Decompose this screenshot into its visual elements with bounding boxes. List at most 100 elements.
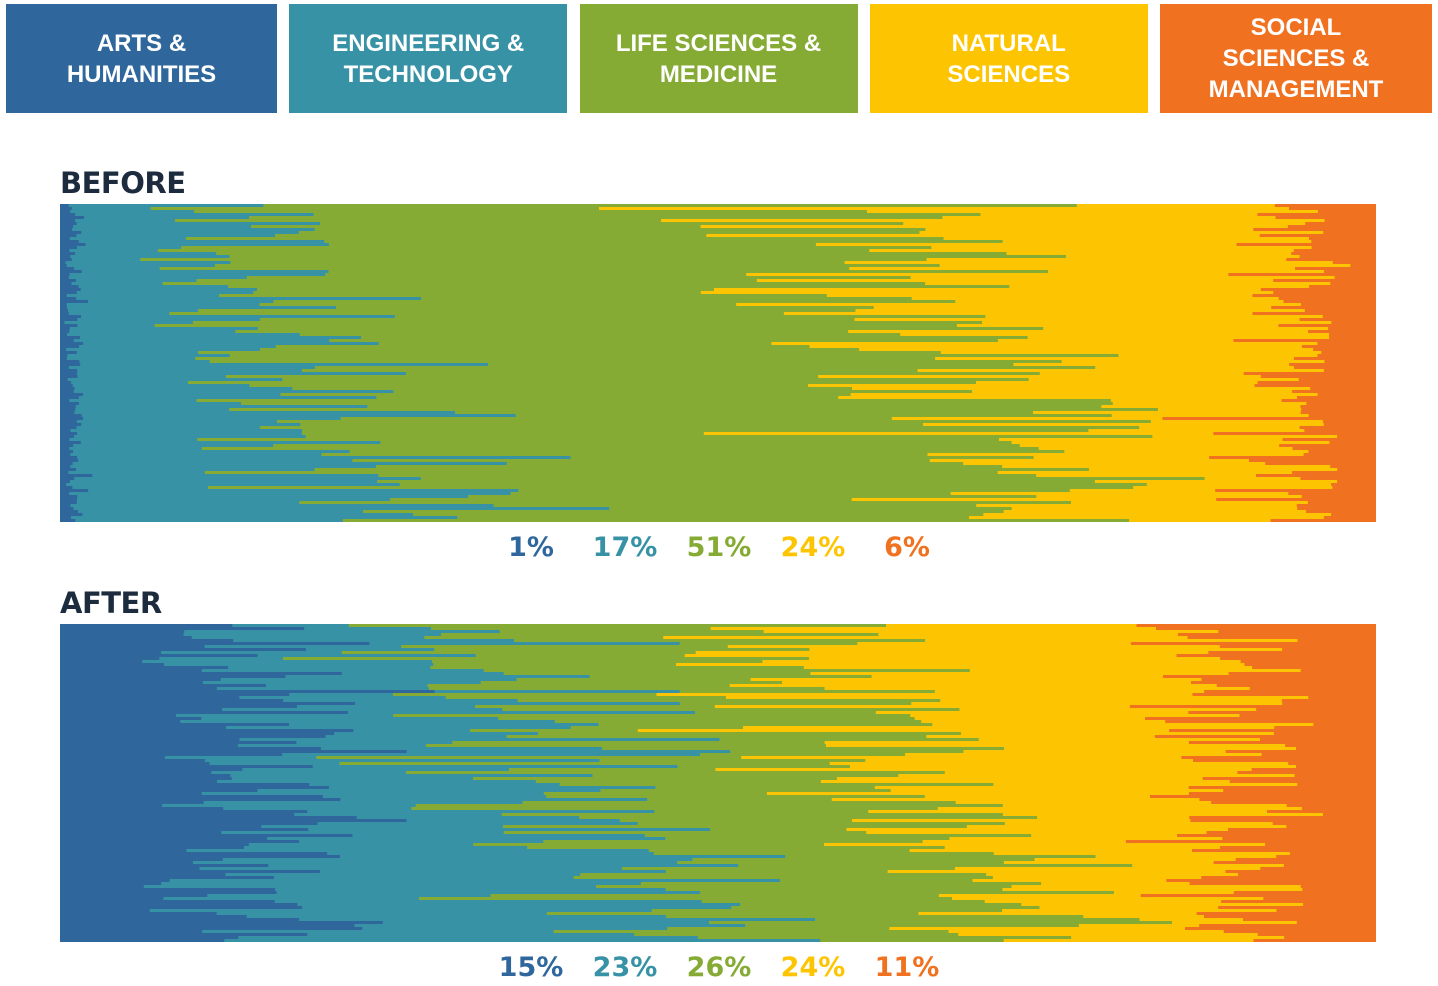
bar-segment	[430, 666, 805, 670]
bar-segment	[1283, 300, 1376, 304]
bar-segment	[848, 330, 1309, 334]
bar-segment	[77, 432, 303, 436]
bar-segment	[1041, 882, 1191, 886]
bar-segment	[846, 828, 1229, 832]
bar-segment	[1286, 804, 1376, 808]
bar-segment	[339, 855, 786, 859]
bar-segment	[999, 438, 1284, 442]
bar-segment	[1329, 336, 1376, 340]
bar-segment	[993, 783, 1298, 787]
bar-segment	[329, 339, 999, 343]
bar-segment	[76, 234, 276, 238]
bar-segment	[301, 432, 705, 436]
bar-segment	[455, 411, 1034, 415]
bar-segment	[948, 930, 1225, 934]
bar-segment	[1292, 471, 1376, 475]
bar-segment	[347, 711, 696, 715]
bar-segment	[1004, 822, 1274, 826]
bar-segment	[60, 339, 75, 343]
bar-segment	[195, 357, 936, 361]
bar-segment	[60, 333, 68, 337]
bar-segment	[60, 261, 67, 265]
bar-segment	[1219, 645, 1376, 649]
bar-segment	[66, 357, 196, 361]
bar-segment	[1216, 498, 1376, 502]
bar-segment	[874, 786, 1190, 790]
bar-segment	[60, 786, 330, 790]
bar-segment	[211, 771, 407, 775]
bar-segment	[60, 843, 250, 847]
bar-segment	[1191, 849, 1376, 853]
bar-segment	[280, 393, 852, 397]
bar-segment	[60, 825, 262, 829]
bar-segment	[1308, 330, 1376, 334]
bar-segment	[1139, 426, 1301, 430]
bar-segment	[60, 273, 71, 277]
bar-segment	[963, 750, 1227, 754]
bar-segment	[420, 477, 1206, 481]
bar-segment	[289, 693, 394, 697]
bar-segment	[1324, 219, 1376, 223]
bar-segment	[1303, 903, 1376, 907]
bar-segment	[197, 438, 1000, 442]
bar-segment	[60, 687, 218, 691]
bar-segment	[69, 249, 159, 253]
bar-segment	[1243, 372, 1376, 376]
bar-segment	[186, 237, 945, 241]
bar-segment	[60, 648, 307, 652]
bar-segment	[66, 303, 261, 307]
bar-segment	[440, 633, 879, 637]
bar-segment	[389, 498, 853, 502]
bar-segment	[1257, 381, 1376, 385]
bar-segment	[852, 387, 1311, 391]
bar-segment	[695, 651, 1209, 655]
bar-segment	[910, 714, 1241, 718]
bar-segment	[891, 417, 1164, 421]
bar-segment	[1028, 378, 1300, 382]
bar-segment	[467, 495, 1037, 499]
bar-segment	[60, 891, 278, 895]
bar-segment	[60, 660, 143, 664]
bar-segment	[490, 894, 940, 898]
bar-segment	[1274, 204, 1376, 208]
bar-segment	[356, 816, 580, 820]
bar-segment	[1311, 246, 1376, 250]
bar-segment	[219, 294, 828, 298]
bar-segment	[1199, 798, 1376, 802]
bar-segment	[60, 450, 74, 454]
bar-segment	[986, 873, 1239, 877]
bar-segment	[411, 807, 939, 811]
bar-segment	[1088, 468, 1338, 472]
bar-segment	[70, 429, 303, 433]
bar-segment	[60, 939, 225, 942]
bar-segment	[60, 342, 84, 346]
bar-segment	[926, 258, 1287, 262]
bar-segment	[60, 246, 78, 250]
bar-segment	[910, 276, 1336, 280]
before-chart	[60, 204, 1376, 522]
bar-segment	[299, 840, 544, 844]
bar-segment	[939, 264, 1351, 268]
bar-segment	[1076, 204, 1276, 208]
bar-segment	[516, 678, 752, 682]
bar-segment	[81, 423, 301, 427]
bar-segment	[60, 750, 408, 754]
bar-segment	[1002, 804, 1288, 808]
bar-segment	[60, 447, 70, 451]
bar-segment	[73, 225, 252, 229]
bar-segment	[493, 504, 977, 508]
bar-segment	[228, 666, 431, 670]
bar-segment	[666, 915, 1084, 919]
bar-segment	[60, 303, 68, 307]
legend-label-line: SOCIAL	[1250, 14, 1342, 41]
bar-segment	[1149, 795, 1376, 799]
bar-segment	[665, 837, 951, 841]
bar-segment	[353, 729, 471, 733]
bar-segment	[1043, 327, 1329, 331]
bar-segment	[1279, 444, 1376, 448]
bar-segment	[60, 285, 80, 289]
bar-segment	[340, 798, 648, 802]
after-percent-labels: 15% 23% 26% 24% 11%	[0, 952, 1438, 986]
bar-segment	[820, 939, 1005, 942]
bar-segment	[940, 351, 1322, 355]
